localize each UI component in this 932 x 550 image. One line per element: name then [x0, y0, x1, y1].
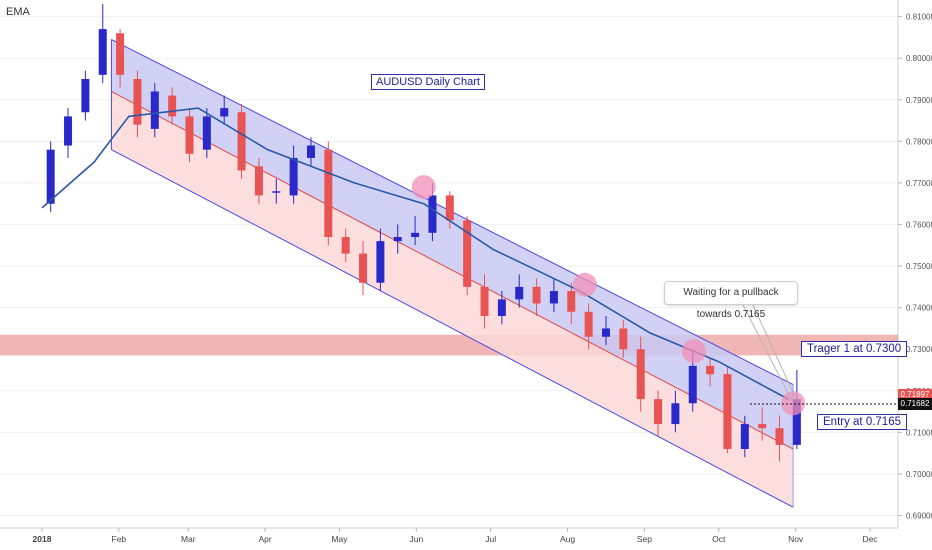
candle-body [272, 191, 281, 193]
annotation-lines [741, 302, 898, 405]
candle-body [463, 220, 472, 287]
chart-title: AUDUSD Daily Chart [371, 74, 485, 90]
candle-body [480, 286, 489, 316]
candle-body [81, 78, 90, 113]
time-tick-label: Feb [112, 534, 127, 544]
candle-body [445, 195, 454, 221]
time-tick-label: Dec [862, 534, 878, 544]
candle-body [324, 149, 333, 237]
ema-polyline [41, 107, 789, 400]
candlestick-series [46, 4, 801, 462]
candle-body [601, 328, 610, 337]
candle-body [359, 253, 368, 283]
candle-body [150, 91, 159, 129]
time-tick-label: Oct [712, 534, 726, 544]
candle-body [202, 116, 211, 150]
entry-label: Entry at 0.7165 [817, 414, 907, 430]
entry-price-tag: 0.71682 [898, 398, 932, 411]
ema-line [41, 107, 789, 400]
target-label: Trager 1 at 0.7300 [801, 341, 908, 357]
candle-body [46, 149, 55, 204]
time-tick-label: May [331, 534, 348, 544]
price-channel [110, 39, 794, 508]
callout-note: Waiting for a pullback towards 0.7165 [664, 281, 798, 320]
candle-body [497, 299, 506, 316]
candle-body [775, 428, 784, 445]
candle-body [532, 286, 541, 304]
candle-body [341, 236, 350, 254]
candle-body [688, 365, 697, 404]
candle-body [254, 166, 263, 196]
candle-body [289, 157, 298, 196]
time-tick-label: 2018 [33, 534, 52, 544]
candle-body [168, 95, 177, 117]
candle-body [723, 374, 732, 450]
highlight-circle [411, 175, 436, 200]
channel-lower-line [111, 149, 794, 508]
time-tick-label: Apr [258, 534, 271, 544]
candle-body [64, 116, 73, 146]
candle-body [185, 116, 194, 154]
indicator-label: EMA [6, 6, 30, 18]
channel-lower-fill [111, 91, 794, 508]
time-tick-label: Aug [560, 534, 575, 544]
candle-body [740, 424, 749, 450]
candle-body [619, 328, 628, 350]
candle-body [758, 424, 767, 429]
candle-body [220, 108, 229, 117]
candle-body [133, 78, 142, 125]
candle-body [792, 399, 801, 445]
time-tick-label: Jul [485, 534, 496, 544]
candle-body [636, 349, 645, 400]
callout-pointer [741, 302, 794, 404]
candle-body [584, 311, 593, 337]
candle-body [428, 195, 437, 233]
candle-body [515, 286, 524, 300]
time-tick-label: Nov [788, 534, 804, 544]
candle-body [567, 291, 576, 312]
candle-body [98, 29, 107, 75]
time-axis: 2018 Feb Mar Apr May Jun Jul Aug Sep Oct Nov Dec [33, 528, 878, 544]
highlight-circle [572, 272, 597, 297]
candle-body [671, 403, 680, 425]
candle-body [706, 365, 715, 375]
callout-pointer [751, 302, 797, 400]
candle-body [306, 145, 315, 158]
price-tick-label: 0.69000 [906, 512, 932, 521]
time-tick-label: Mar [181, 534, 196, 544]
candle-body [116, 33, 125, 75]
channel-middle-line [111, 91, 794, 450]
highlight-circle [681, 339, 706, 364]
candle-body [376, 241, 385, 283]
time-tick-label: Sep [637, 534, 652, 544]
candle-body [411, 232, 420, 237]
candle-body [654, 399, 663, 425]
highlight-markers [411, 175, 806, 416]
candle-body [549, 291, 558, 304]
candle-body [237, 112, 246, 171]
time-tick-label: Jun [409, 534, 423, 544]
candle-body [393, 236, 402, 242]
